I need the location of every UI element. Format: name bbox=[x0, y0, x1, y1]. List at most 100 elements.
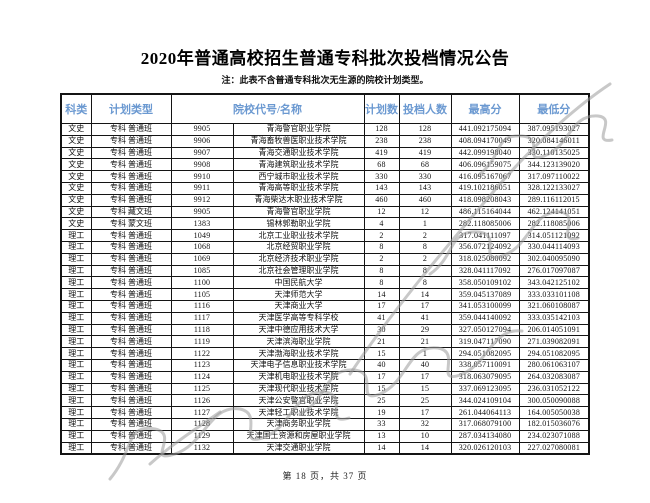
cell-max-score: 320.026120103 bbox=[450, 441, 520, 455]
table-row: 文史 专科 普通班 9910 西宁城市职业技术学院 330 330 416.09… bbox=[60, 170, 590, 183]
cell-min-score: 330.044114093 bbox=[518, 240, 590, 254]
table-body: 文史 专科 普通班 9905 青海警官职业学院 128 128 441.0921… bbox=[60, 123, 590, 455]
cell-max-score: 328.041117092 bbox=[450, 264, 520, 278]
cell-college-code: 1123 bbox=[170, 358, 234, 372]
cell-min-score: 182.015036076 bbox=[518, 417, 590, 431]
cell-college-code: 1383 bbox=[170, 217, 234, 231]
cell-college-name: 青海柴达木职业技术学院 bbox=[232, 193, 365, 207]
cell-subject: 理工 bbox=[60, 417, 92, 431]
cell-subject: 理工 bbox=[60, 264, 92, 278]
cell-max-score: 317.068079100 bbox=[450, 417, 520, 431]
cell-max-score: 319.047117090 bbox=[450, 335, 520, 349]
header-subject: 科类 bbox=[60, 93, 92, 124]
cell-college-code: 1116 bbox=[170, 299, 234, 313]
cell-college-name: 天津交通职业学院 bbox=[232, 441, 365, 455]
cell-plan-count: 128 bbox=[363, 123, 400, 136]
cell-max-score: 359.045137089 bbox=[450, 288, 520, 301]
cell-subject: 理工 bbox=[60, 276, 92, 290]
cell-min-score: 164.005050038 bbox=[518, 406, 590, 419]
table-row: 理工 专科 普通班 1068 北京经贸职业学院 8 8 356.07212409… bbox=[60, 240, 590, 254]
cell-min-score: 282.118085006 bbox=[518, 217, 590, 231]
cell-max-score: 341.053100099 bbox=[450, 299, 520, 313]
cell-college-code: 9908 bbox=[170, 158, 234, 172]
cell-min-score: 314.051121092 bbox=[518, 229, 590, 242]
cell-min-score: 280.061063107 bbox=[518, 358, 590, 372]
table-row: 理工 专科 普通班 1069 北京经济技术职业学院 2 2 318.025080… bbox=[60, 252, 590, 266]
cell-college-name: 天津轻工职业技术学院 bbox=[232, 406, 365, 419]
cell-plan-type: 专科 普通班 bbox=[90, 406, 172, 419]
cell-filed-count: 17 bbox=[398, 406, 452, 419]
cell-filed-count: 460 bbox=[398, 193, 452, 207]
cell-college-name: 天津商业大学 bbox=[232, 299, 365, 313]
cell-plan-count: 14 bbox=[363, 288, 400, 301]
cell-plan-count: 2 bbox=[363, 252, 400, 266]
cell-min-score: 343.042125102 bbox=[518, 276, 590, 290]
cell-subject: 理工 bbox=[60, 252, 92, 266]
header-plan-count: 计划数 bbox=[363, 93, 400, 124]
cell-plan-count: 13 bbox=[363, 429, 400, 443]
cell-plan-count: 238 bbox=[363, 134, 400, 148]
cell-min-score: 344.123139020 bbox=[518, 158, 590, 172]
cell-college-code: 1105 bbox=[170, 288, 234, 301]
cell-filed-count: 17 bbox=[398, 370, 452, 384]
cell-min-score: 227.027080081 bbox=[518, 441, 590, 455]
page-note: 注：此表不含普通专科批次无生源的院校计划类型。 bbox=[221, 75, 429, 85]
cell-college-code: 1127 bbox=[170, 406, 234, 419]
cell-plan-count: 17 bbox=[363, 370, 400, 384]
cell-plan-count: 25 bbox=[363, 394, 400, 408]
cell-college-name: 天津滨海职业学院 bbox=[232, 335, 365, 349]
cell-plan-count: 12 bbox=[363, 205, 400, 219]
cell-plan-type: 专科 普通班 bbox=[90, 193, 172, 207]
cell-college-name: 中国民航大学 bbox=[232, 276, 365, 290]
cell-min-score: 206.014051091 bbox=[518, 323, 590, 337]
header-college: 院校代号/名称 bbox=[170, 93, 365, 124]
header-row: 科类 计划类型 院校代号/名称 计划数 投档人数 最高分 最低分 bbox=[60, 93, 590, 124]
cell-subject: 理工 bbox=[60, 335, 92, 349]
cell-filed-count: 17 bbox=[398, 299, 452, 313]
table-row: 理工 专科 普通班 1132 天津交通职业学院 14 14 320.026120… bbox=[60, 441, 590, 455]
cell-plan-type: 专科 普通班 bbox=[90, 158, 172, 172]
cell-min-score: 302.040095090 bbox=[518, 252, 590, 266]
cell-plan-count: 8 bbox=[363, 240, 400, 254]
cell-subject: 理工 bbox=[60, 323, 92, 337]
table-header: 科类 计划类型 院校代号/名称 计划数 投档人数 最高分 最低分 bbox=[60, 93, 590, 124]
cell-college-name: 青海高等职业技术学院 bbox=[232, 181, 365, 195]
admission-table: 科类 计划类型 院校代号/名称 计划数 投档人数 最高分 最低分 文史 专科 普… bbox=[60, 93, 590, 456]
cell-min-score: 328.122133027 bbox=[518, 181, 590, 195]
cell-filed-count: 330 bbox=[398, 170, 452, 183]
cell-filed-count: 1 bbox=[398, 217, 452, 231]
cell-subject: 文史 bbox=[60, 205, 92, 219]
cell-plan-count: 41 bbox=[363, 311, 400, 325]
cell-min-score: 271.039082091 bbox=[518, 335, 590, 349]
table-row: 理工 专科 普通班 1049 北京工业职业技术学院 2 2 317.041111… bbox=[60, 229, 590, 242]
cell-plan-count: 33 bbox=[363, 417, 400, 431]
cell-max-score: 408.094170049 bbox=[450, 134, 520, 148]
cell-subject: 理工 bbox=[60, 347, 92, 360]
cell-filed-count: 15 bbox=[398, 382, 452, 396]
cell-college-code: 1125 bbox=[170, 382, 234, 396]
cell-plan-type: 专科 普通班 bbox=[90, 417, 172, 431]
cell-subject: 理工 bbox=[60, 429, 92, 443]
cell-plan-type: 专科 普通班 bbox=[90, 358, 172, 372]
cell-max-score: 317.041111097 bbox=[450, 229, 520, 242]
cell-plan-count: 460 bbox=[363, 193, 400, 207]
cell-filed-count: 25 bbox=[398, 394, 452, 408]
cell-subject: 文史 bbox=[60, 193, 92, 207]
cell-filed-count: 8 bbox=[398, 240, 452, 254]
cell-filed-count: 41 bbox=[398, 311, 452, 325]
table-row: 理工 专科 普通班 1126 天津公安警官职业学院 25 25 344.0241… bbox=[60, 394, 590, 408]
header-min-score: 最低分 bbox=[518, 93, 590, 124]
cell-plan-type: 专科 蒙文班 bbox=[90, 217, 172, 231]
header-max-score: 最高分 bbox=[450, 93, 520, 124]
cell-college-name: 天津公安警官职业学院 bbox=[232, 394, 365, 408]
cell-plan-count: 15 bbox=[363, 347, 400, 360]
cell-subject: 文史 bbox=[60, 158, 92, 172]
cell-college-name: 北京工业职业技术学院 bbox=[232, 229, 365, 242]
cell-plan-type: 专科 普通班 bbox=[90, 276, 172, 290]
cell-subject: 文史 bbox=[60, 123, 92, 136]
cell-plan-count: 8 bbox=[363, 264, 400, 278]
cell-max-score: 327.050127094 bbox=[450, 323, 520, 337]
cell-college-code: 1119 bbox=[170, 335, 234, 349]
cell-subject: 文史 bbox=[60, 134, 92, 148]
header-filed-count: 投档人数 bbox=[398, 93, 452, 124]
